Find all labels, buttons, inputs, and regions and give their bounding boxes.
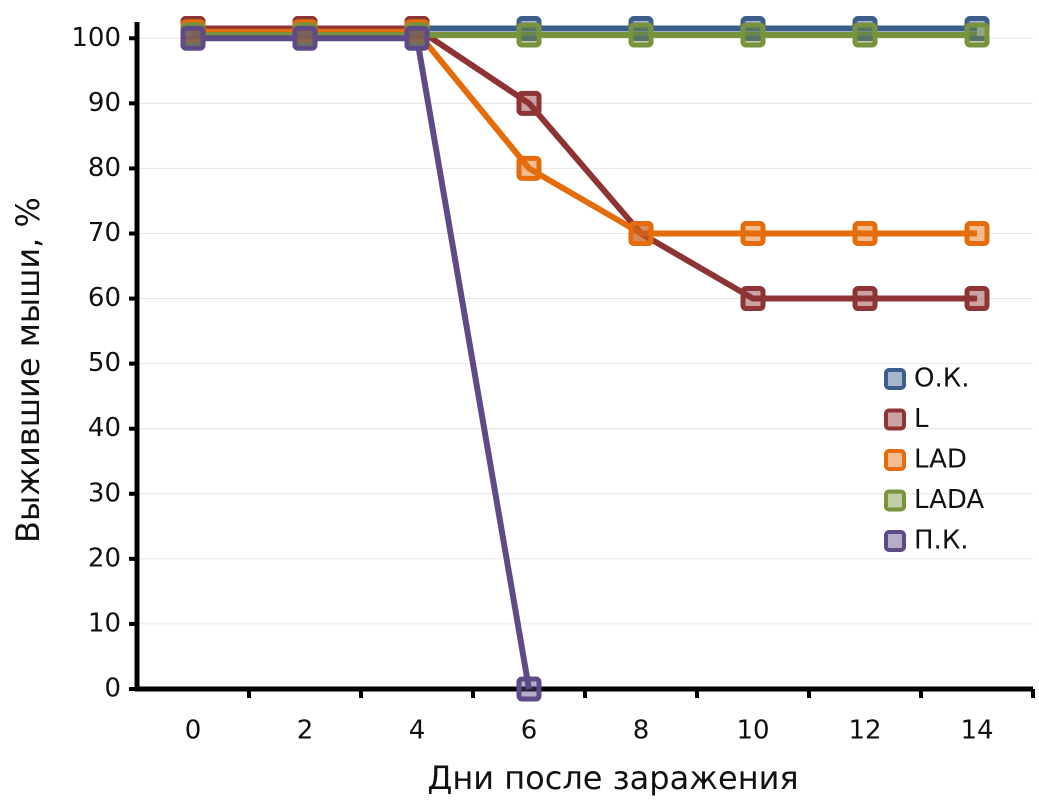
legend-marker <box>884 368 906 390</box>
y-tick-label: 30 <box>88 478 121 508</box>
legend-label: LADA <box>914 485 984 515</box>
y-tick-label: 90 <box>88 88 121 118</box>
y-axis-label: Выжившие мыши, % <box>9 197 47 543</box>
x-tick-label: 12 <box>848 716 881 746</box>
legend-label: П.К. <box>914 526 969 556</box>
marker <box>852 286 878 312</box>
x-tick-label: 10 <box>736 716 769 746</box>
marker <box>516 22 542 48</box>
marker <box>740 286 766 312</box>
marker <box>180 25 206 51</box>
marker <box>740 22 766 48</box>
y-tick-label: 50 <box>88 348 121 378</box>
legend-label: О.К. <box>914 364 969 394</box>
series-line <box>193 28 977 237</box>
y-tick-label: 20 <box>88 543 121 573</box>
x-tick-label: 8 <box>633 716 650 746</box>
series-line <box>193 25 977 302</box>
y-tick-label: 0 <box>104 674 121 704</box>
marker <box>964 286 990 312</box>
series-line <box>193 35 532 690</box>
marker <box>852 220 878 246</box>
marker <box>852 22 878 48</box>
y-tick-label: 40 <box>88 413 121 443</box>
x-tick-label: 4 <box>409 716 426 746</box>
legend-label: LAD <box>914 445 967 475</box>
y-tick-label: 60 <box>88 283 121 313</box>
marker <box>964 22 990 48</box>
marker <box>628 220 654 246</box>
marker <box>628 22 654 48</box>
legend-label: L <box>914 404 929 434</box>
x-tick-label: 0 <box>185 716 202 746</box>
x-tick-label: 6 <box>521 716 538 746</box>
y-tick-label: 100 <box>71 23 121 53</box>
legend-marker <box>884 449 906 471</box>
marker <box>516 90 542 116</box>
y-tick-label: 70 <box>88 218 121 248</box>
marker <box>740 220 766 246</box>
legend-marker <box>884 530 906 552</box>
legend-marker <box>884 408 906 431</box>
marker <box>292 25 318 51</box>
x-axis-label: Дни после заражения <box>427 759 798 797</box>
x-tick-label: 14 <box>960 716 993 746</box>
marker <box>516 155 542 181</box>
y-tick-label: 80 <box>88 153 121 183</box>
x-tick-label: 2 <box>297 716 314 746</box>
marker <box>516 676 542 702</box>
y-tick-label: 10 <box>88 608 121 638</box>
marker <box>404 25 430 51</box>
legend-marker <box>884 489 906 512</box>
marker <box>964 220 990 246</box>
